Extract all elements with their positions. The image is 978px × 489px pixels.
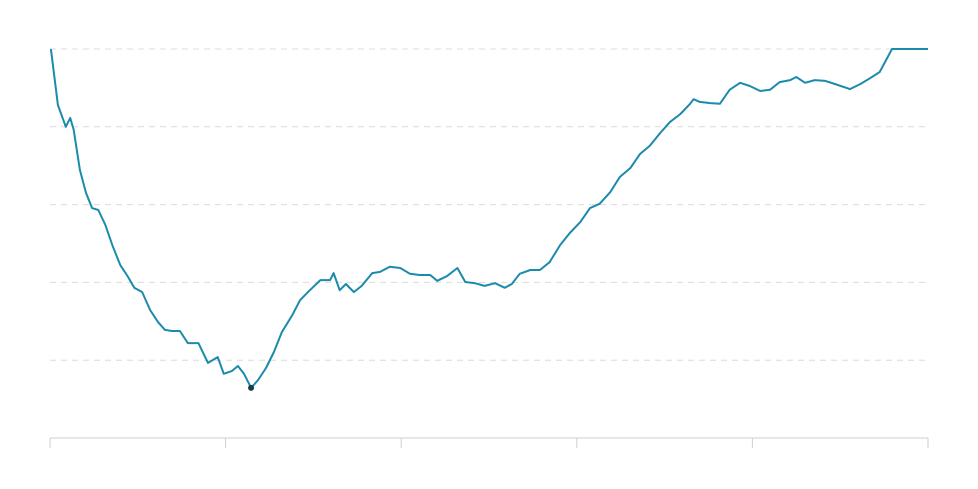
- line: [49, 48, 928, 389]
- min-marker: [248, 384, 255, 391]
